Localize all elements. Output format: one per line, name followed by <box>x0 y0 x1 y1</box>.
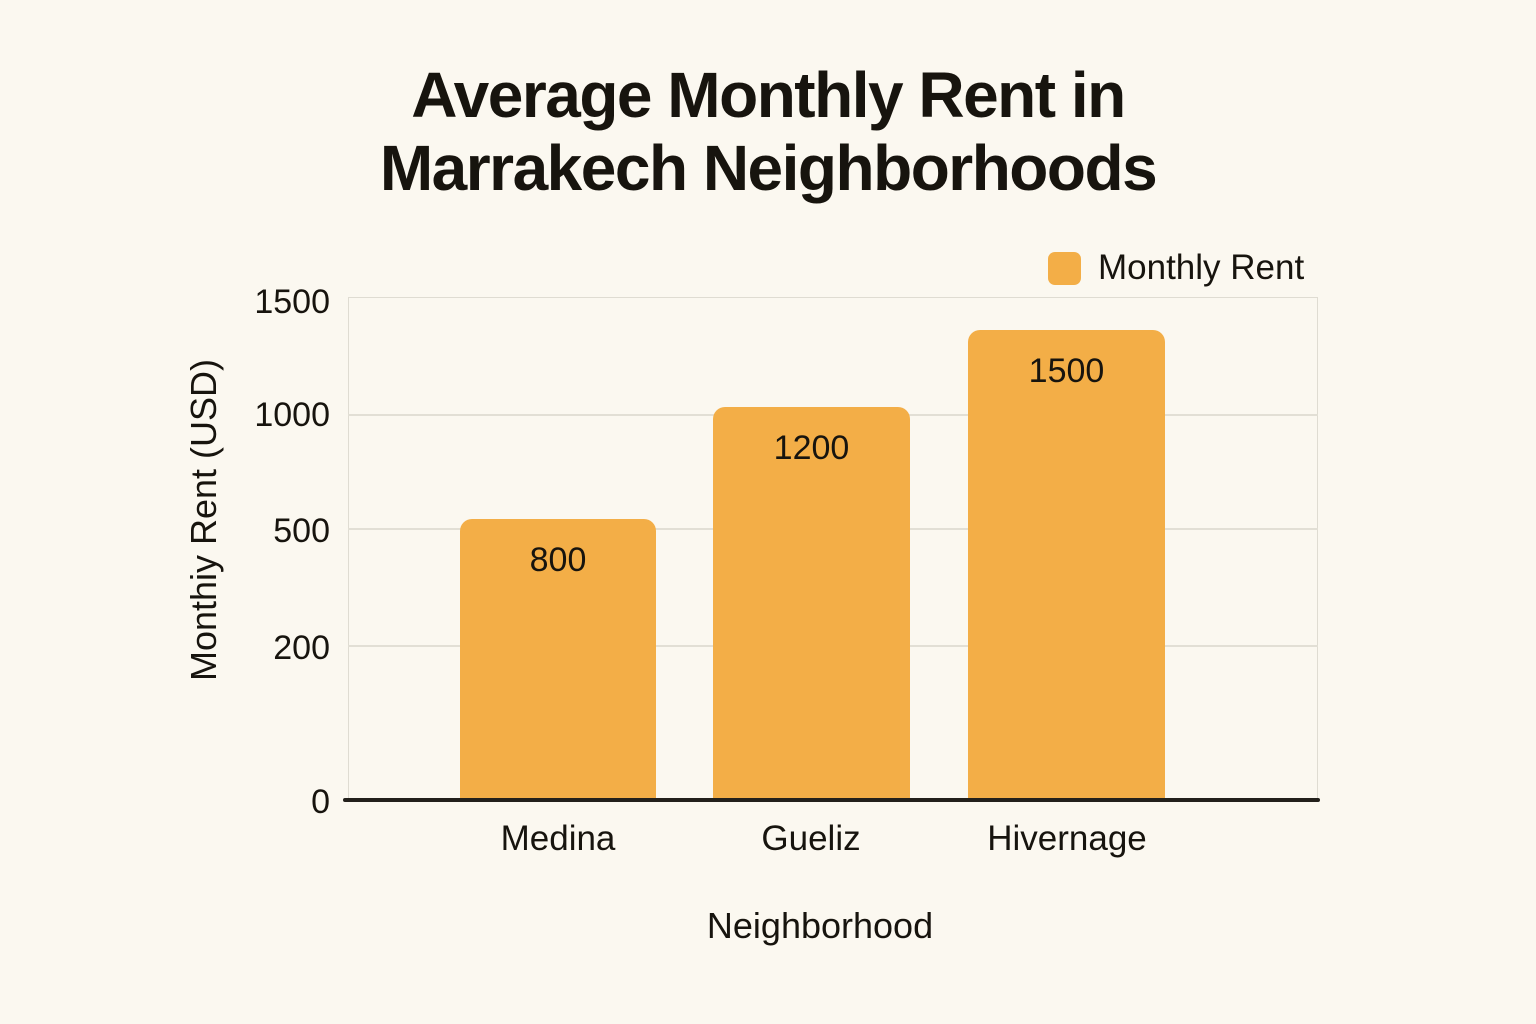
y-tick-label-1000: 1000 <box>254 396 330 434</box>
chart-title: Average Monthly Rent in Marrakech Neighb… <box>0 59 1536 205</box>
bar-gueliz: 1200 <box>713 407 910 800</box>
legend-label: Monthly Rent <box>1098 248 1305 287</box>
y-tick-label-1500: 1500 <box>254 283 330 321</box>
y-tick-label-0: 0 <box>311 783 330 821</box>
x-tick-label-medina: Medina <box>500 819 616 858</box>
bar-value-label-gueliz: 1200 <box>773 429 850 467</box>
y-tick-label-200: 200 <box>273 629 330 667</box>
x-axis-title: Neighborhood <box>706 905 934 946</box>
bar-hivernage: 1500 <box>968 330 1165 800</box>
bar-value-label-hivernage: 1500 <box>1028 352 1105 390</box>
plot-area <box>348 297 1318 800</box>
chart-title-line-1: Average Monthly Rent in <box>411 59 1126 131</box>
legend-swatch-icon <box>1048 252 1081 285</box>
x-tick-label-gueliz: Gueliz <box>761 819 861 858</box>
x-axis-line <box>343 798 1320 802</box>
y-tick-label-500: 500 <box>273 512 330 550</box>
x-tick-label-hivernage: Hivernage <box>987 819 1147 858</box>
chart-title-line-2: Marrakech Neighborhoods <box>379 132 1158 204</box>
bar-value-label-medina: 800 <box>529 541 587 579</box>
bar-medina: 800 <box>460 519 656 800</box>
